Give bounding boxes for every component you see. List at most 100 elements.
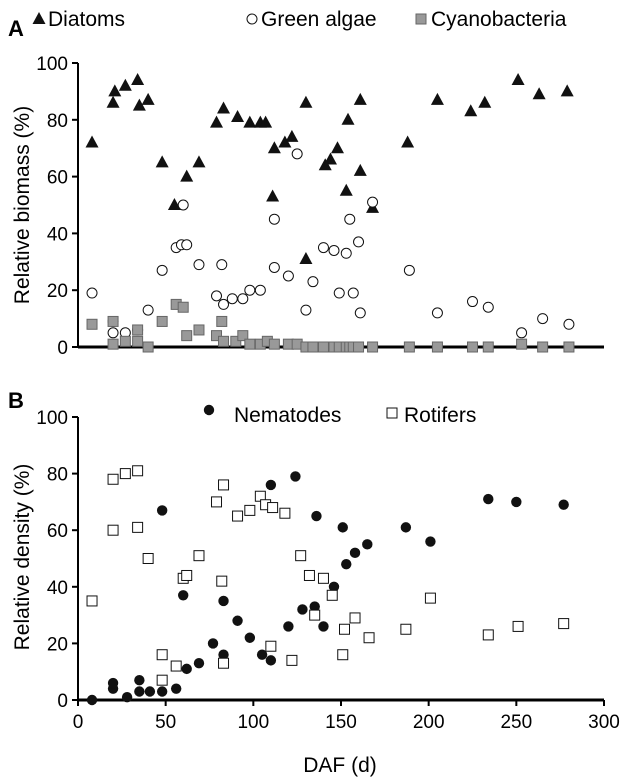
panel-b: B Nematodes Rotifers Relative density (%… <box>8 388 620 777</box>
rotifers-point <box>170 660 182 672</box>
cyanobacteria-point <box>107 338 119 350</box>
legend-symbol-cyanobacteria <box>415 13 427 25</box>
panel-a: A Diatoms Green algae Cyanobacteria Rela… <box>8 8 604 359</box>
green-algae-point <box>177 199 189 211</box>
panel-a-y-axis-title: Relative biomass (%) <box>11 106 34 304</box>
panel-a-y-tick-label: 80 <box>47 111 68 132</box>
diatoms-point <box>323 152 337 165</box>
green-algae-point <box>237 293 249 305</box>
panel-a-axes: 0 20 40 60 80 100 <box>36 54 604 359</box>
nematodes-point <box>511 496 522 508</box>
panel-a-legend: Diatoms Green algae Cyanobacteria <box>32 8 567 31</box>
legend-item-cyanobacteria: Cyanobacteria <box>415 8 567 31</box>
rotifers-point <box>218 657 230 669</box>
legend-item-rotifers: Rotifers <box>386 404 476 427</box>
panel-b-x-axis-title: DAF (d) <box>303 754 377 777</box>
cyanobacteria-point <box>516 338 528 350</box>
cyanobacteria-point <box>244 338 256 350</box>
legend-item-diatoms: Diatoms <box>32 8 125 31</box>
rotifers-point <box>286 654 298 666</box>
nematodes-point <box>290 471 301 482</box>
green-algae-point <box>467 296 478 308</box>
nematodes-point <box>207 638 219 649</box>
legend-label-diatoms: Diatoms <box>48 8 125 31</box>
rotifers-point <box>279 507 291 519</box>
nematodes-point <box>134 674 145 686</box>
panel-b-y-tick-label: 40 <box>47 578 68 599</box>
rotifers-point <box>337 649 349 661</box>
cyanobacteria-point <box>353 341 365 353</box>
green-algae-point <box>142 304 154 316</box>
rotifers-point <box>156 674 168 686</box>
nematodes-point <box>218 649 229 660</box>
nematodes-point <box>134 686 145 697</box>
cyanobacteria-point <box>86 318 98 330</box>
nematodes-point <box>558 499 569 510</box>
rotifers-point <box>363 632 375 644</box>
legend-item-green-algae: Green algae <box>246 8 377 31</box>
green-algae-point <box>367 196 379 208</box>
cyanobacteria-point <box>403 341 415 353</box>
green-algae-point <box>353 236 365 248</box>
diatoms-point <box>299 251 313 264</box>
green-algae-point <box>156 264 168 276</box>
diatoms-point <box>180 169 194 182</box>
panel-b-x-tick-label: 50 <box>155 712 176 733</box>
rotifers-point <box>303 569 315 581</box>
green-algae-point <box>211 290 223 302</box>
nematodes-point <box>181 663 192 675</box>
diatoms-point <box>511 73 525 86</box>
green-algae-point <box>181 239 193 251</box>
diatoms-point <box>192 155 206 168</box>
diatoms-point <box>108 84 122 97</box>
diatoms-point <box>266 189 280 202</box>
cyanobacteria-point <box>537 341 549 353</box>
cyanobacteria-point <box>216 315 228 327</box>
diatoms-point <box>532 87 546 100</box>
diatoms-point <box>267 141 281 154</box>
panel-b-x-tick-label: 200 <box>413 712 445 733</box>
diatoms-point <box>330 141 344 154</box>
panel-a-y-tick-label: 20 <box>47 281 68 302</box>
rotifers-point <box>309 609 321 621</box>
legend-label-nematodes: Nematodes <box>234 404 341 427</box>
diatoms-point <box>131 73 145 86</box>
diatoms-point <box>341 112 355 125</box>
green-algae-point <box>268 261 280 273</box>
cyanobacteria-point <box>132 324 144 336</box>
cyanobacteria-point <box>268 338 280 350</box>
cyanobacteria-point <box>142 341 154 353</box>
nematodes-point <box>193 658 205 669</box>
green-algae-point <box>282 270 294 282</box>
rotifers-point <box>265 640 277 652</box>
diatoms-point <box>106 95 120 108</box>
nematodes-point <box>170 683 182 694</box>
nematodes-point <box>232 615 243 626</box>
panel-b-marks <box>86 465 570 706</box>
diatoms-point <box>259 115 273 128</box>
legend-item-nematodes: Nematodes <box>203 404 341 427</box>
nematodes-point <box>265 655 277 666</box>
green-algae-point <box>307 276 319 288</box>
nematodes-point <box>121 691 133 703</box>
rotifers-point <box>218 479 230 491</box>
panel-b-y-axis-title: Relative density (%) <box>11 464 34 651</box>
cyanobacteria-point <box>218 335 230 347</box>
nematodes-point <box>244 632 256 643</box>
rotifers-point <box>326 589 338 601</box>
cyanobacteria-point <box>563 341 575 353</box>
rotifers-point <box>339 623 351 635</box>
diatoms-point <box>210 115 224 128</box>
rotifers-point <box>119 468 131 480</box>
cyanobacteria-point <box>211 330 223 342</box>
cyanobacteria-point <box>230 335 242 347</box>
nematodes-point <box>337 522 348 533</box>
rotifers-point <box>232 510 244 522</box>
rotifers-point <box>216 575 228 587</box>
legend-label-rotifers: Rotifers <box>404 404 476 427</box>
rotifers-point <box>156 649 168 661</box>
nematodes-point <box>256 649 268 660</box>
cyanobacteria-point <box>431 341 443 353</box>
panel-b-y-tick-label: 80 <box>47 465 68 486</box>
